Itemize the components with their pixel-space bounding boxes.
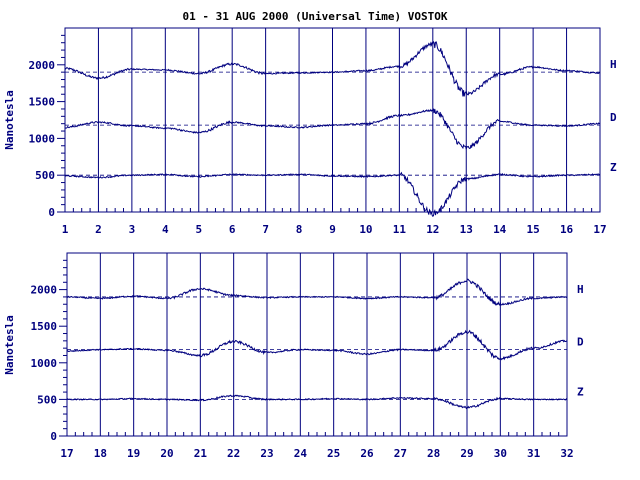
x-tick-label: 17 bbox=[60, 447, 73, 460]
x-tick-label: 3 bbox=[129, 223, 136, 236]
series-label-d: D bbox=[577, 336, 584, 349]
series-z-trace bbox=[66, 394, 568, 410]
y-tick-label: 1500 bbox=[31, 320, 58, 333]
x-tick-label: 30 bbox=[494, 447, 507, 460]
x-tick-label: 4 bbox=[162, 223, 169, 236]
x-tick-label: 12 bbox=[426, 223, 439, 236]
x-tick-label: 28 bbox=[427, 447, 440, 460]
series-d-trace bbox=[64, 108, 601, 150]
x-tick-label: 17 bbox=[593, 223, 606, 236]
y-tick-label: 1500 bbox=[29, 96, 56, 109]
y-axis-label: Nanotesla bbox=[3, 315, 16, 375]
x-tick-label: 31 bbox=[527, 447, 541, 460]
panel-aug-01-17: 1 2 3 4 5 6 7 8 9 10 11 12 13 14 15 16 17050010001500200… bbox=[3, 27, 617, 236]
x-tick-label: 16 bbox=[560, 223, 574, 236]
x-tick-label: 24 bbox=[294, 447, 308, 460]
x-tick-label: 2 bbox=[95, 223, 102, 236]
x-tick-label: 19 bbox=[127, 447, 140, 460]
series-z-trace bbox=[64, 171, 600, 218]
y-tick-label: 0 bbox=[48, 206, 55, 219]
x-tick-label: 20 bbox=[160, 447, 173, 460]
x-tick-label: 13 bbox=[460, 223, 473, 236]
x-tick-label: 22 bbox=[227, 447, 240, 460]
x-tick-label: 25 bbox=[327, 447, 340, 460]
x-tick-label: 26 bbox=[360, 447, 374, 460]
x-tick-label: 18 bbox=[94, 447, 107, 460]
series-h-trace bbox=[64, 40, 601, 97]
series-h-trace bbox=[67, 278, 568, 307]
y-tick-label: 0 bbox=[50, 430, 57, 443]
x-tick-label: 21 bbox=[194, 447, 208, 460]
series-label-h: H bbox=[610, 58, 617, 71]
x-tick-label: 29 bbox=[460, 447, 473, 460]
series-d-trace bbox=[66, 329, 568, 361]
y-tick-label: 2000 bbox=[31, 284, 58, 297]
x-tick-label: 7 bbox=[262, 223, 269, 236]
x-tick-label: 1 bbox=[62, 223, 69, 236]
y-tick-label: 1000 bbox=[29, 132, 56, 145]
x-tick-label: 15 bbox=[527, 223, 540, 236]
x-tick-label: 9 bbox=[329, 223, 336, 236]
series-label-h: H bbox=[577, 283, 584, 296]
x-tick-label: 23 bbox=[260, 447, 273, 460]
y-tick-label: 2000 bbox=[29, 59, 56, 72]
x-tick-label: 14 bbox=[493, 223, 507, 236]
x-tick-label: 5 bbox=[195, 223, 202, 236]
x-tick-label: 10 bbox=[359, 223, 372, 236]
plot-frame bbox=[66, 252, 568, 437]
y-tick-label: 500 bbox=[35, 169, 55, 182]
series-label-d: D bbox=[610, 111, 617, 124]
chart-title: 01 - 31 AUG 2000 (Universal Time) VOSTOK bbox=[183, 10, 448, 23]
y-tick-label: 1000 bbox=[31, 357, 58, 370]
x-tick-label: 8 bbox=[296, 223, 303, 236]
panel-aug-17-31: 17 18 19 20 21 22 23 24 25 26 27 28 29 30 31 32 0 500 1000… bbox=[3, 252, 584, 460]
x-tick-label: 6 bbox=[229, 223, 236, 236]
x-tick-label: 27 bbox=[394, 447, 407, 460]
y-tick-label: 500 bbox=[37, 393, 57, 406]
x-tick-label: 32 bbox=[560, 447, 573, 460]
series-label-z: Z bbox=[610, 161, 617, 174]
x-tick-label: 11 bbox=[393, 223, 407, 236]
y-axis-label: Nanotesla bbox=[3, 90, 16, 150]
series-label-z: Z bbox=[577, 385, 584, 398]
